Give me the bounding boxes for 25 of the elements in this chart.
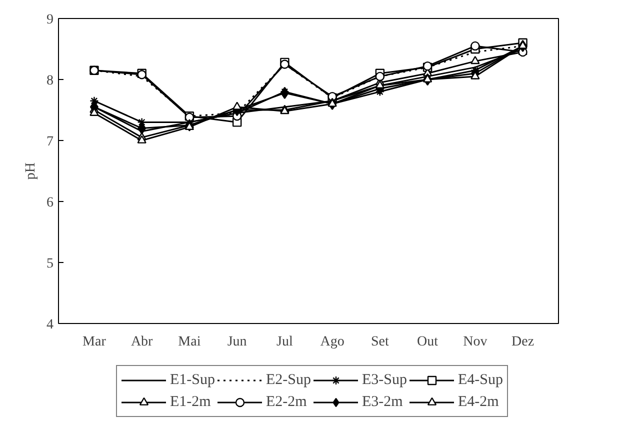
y-tick-label: 7 xyxy=(46,134,54,150)
x-tick-label: Out xyxy=(417,334,438,350)
legend-label: E2-Sup xyxy=(266,372,311,388)
y-axis-title: pH xyxy=(24,162,38,180)
y-tick-label: 6 xyxy=(46,196,54,210)
x-tick-label: Ago xyxy=(320,334,344,350)
legend-label: E1-Sup xyxy=(170,372,215,388)
legend-label: E3-Sup xyxy=(362,372,407,388)
legend-label: E1-2m xyxy=(170,394,211,410)
legend-label: E2-2m xyxy=(266,394,307,410)
legend-label: E4-2m xyxy=(458,394,499,410)
x-tick-label: Nov xyxy=(463,334,488,350)
legend-label: E3-2m xyxy=(362,394,403,410)
y-tick-label: 9 xyxy=(46,12,54,28)
x-tick-label: Mar xyxy=(82,334,106,350)
x-tick-label: Abr xyxy=(130,334,154,350)
x-tick-label: Jun xyxy=(227,334,247,350)
x-tick-label: Dez xyxy=(512,334,534,350)
y-tick-label: 8 xyxy=(46,74,54,88)
x-tick-label: Jul xyxy=(276,334,293,350)
legend-label: E4-Sup xyxy=(458,372,503,388)
x-tick-label: Set xyxy=(370,334,389,350)
x-tick-label: Mai xyxy=(178,334,201,350)
y-tick-label: 4 xyxy=(46,318,54,332)
y-tick-label: 5 xyxy=(46,256,54,272)
